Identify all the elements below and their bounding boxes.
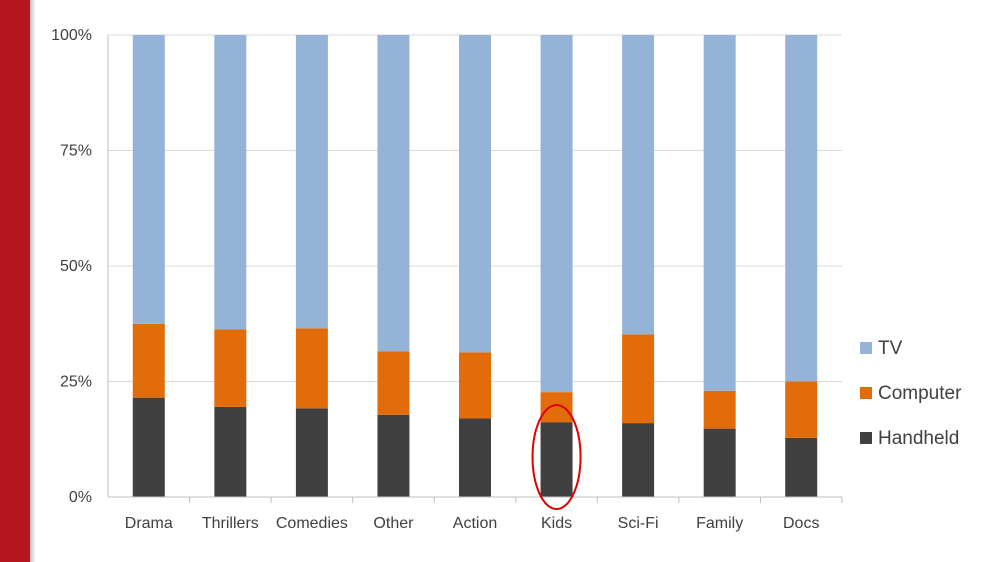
bar-handheld-comedies <box>295 408 328 497</box>
bar-handheld-sci-fi <box>622 423 655 497</box>
bar-computer-comedies <box>295 328 328 409</box>
bar-handheld-family <box>703 428 736 497</box>
bar-tv-family <box>703 35 736 391</box>
left-accent-bar <box>0 0 30 562</box>
bar-tv-thrillers <box>214 35 247 330</box>
bar-tv-sci-fi <box>622 35 655 335</box>
bar-handheld-other <box>377 414 410 497</box>
legend-label-computer: Computer <box>878 383 962 404</box>
legend-swatch-tv <box>860 342 872 354</box>
bar-tv-kids <box>540 35 573 393</box>
x-tick-label: Docs <box>783 515 819 532</box>
axes <box>107 35 843 503</box>
x-tick-label: Comedies <box>276 515 348 532</box>
highlight-annotation <box>531 404 582 510</box>
bar-tv-drama <box>132 35 165 324</box>
bar-computer-sci-fi <box>622 334 655 424</box>
x-tick-label: Kids <box>541 515 572 532</box>
x-tick-label: Sci-Fi <box>618 515 659 532</box>
left-accent-shadow <box>30 0 36 562</box>
bar-tv-comedies <box>295 35 328 329</box>
tick-labels: 0% 25% 50% 75% 100% Drama Thrillers Comedies Oth… <box>51 27 819 532</box>
legend-label-handheld: Handheld <box>878 428 959 449</box>
legend-label-tv: TV <box>878 338 903 359</box>
bar-computer-action <box>459 352 491 419</box>
bar-handheld-docs <box>785 437 818 497</box>
bar-handheld-kids <box>540 422 573 497</box>
y-tick-label: 75% <box>60 143 92 160</box>
bar-handheld-drama <box>132 397 165 497</box>
bar-tv-other <box>377 35 410 352</box>
y-tick-label: 25% <box>60 374 92 391</box>
bar-computer-docs <box>785 381 818 438</box>
legend-swatch-handheld <box>860 432 872 444</box>
x-tick-label: Family <box>696 515 743 532</box>
y-tick-label: 50% <box>60 258 92 275</box>
bar-computer-family <box>703 390 736 429</box>
legend-swatch-computer <box>860 387 872 399</box>
bar-tv-action <box>459 35 491 353</box>
bar-computer-other <box>377 351 410 415</box>
y-tick-label: 100% <box>51 27 92 44</box>
bar-handheld-thrillers <box>214 406 247 497</box>
bar-computer-drama <box>132 323 165 398</box>
x-tick-label: Drama <box>125 515 173 532</box>
y-tick-label: 0% <box>69 489 92 506</box>
x-tick-label: Action <box>453 515 497 532</box>
highlight-ellipse <box>531 404 582 510</box>
x-tick-label: Other <box>373 515 414 532</box>
x-tick-label: Thrillers <box>202 515 259 532</box>
bars <box>132 35 818 497</box>
bar-computer-thrillers <box>214 329 247 407</box>
legend: TV Computer Handheld <box>860 338 962 449</box>
bar-computer-kids <box>540 392 573 423</box>
bar-tv-docs <box>785 35 818 382</box>
bar-handheld-action <box>459 418 491 497</box>
